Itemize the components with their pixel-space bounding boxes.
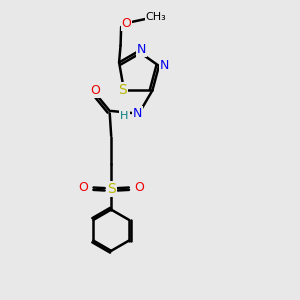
Text: H: H xyxy=(120,111,129,121)
Text: O: O xyxy=(122,17,131,30)
Text: N: N xyxy=(133,107,142,120)
Text: CH₃: CH₃ xyxy=(146,13,166,22)
Text: N: N xyxy=(137,44,146,56)
Text: S: S xyxy=(118,83,127,98)
Text: O: O xyxy=(90,84,100,97)
Text: O: O xyxy=(78,181,88,194)
Text: N: N xyxy=(160,59,169,72)
Text: S: S xyxy=(107,182,116,196)
Text: O: O xyxy=(134,181,144,194)
